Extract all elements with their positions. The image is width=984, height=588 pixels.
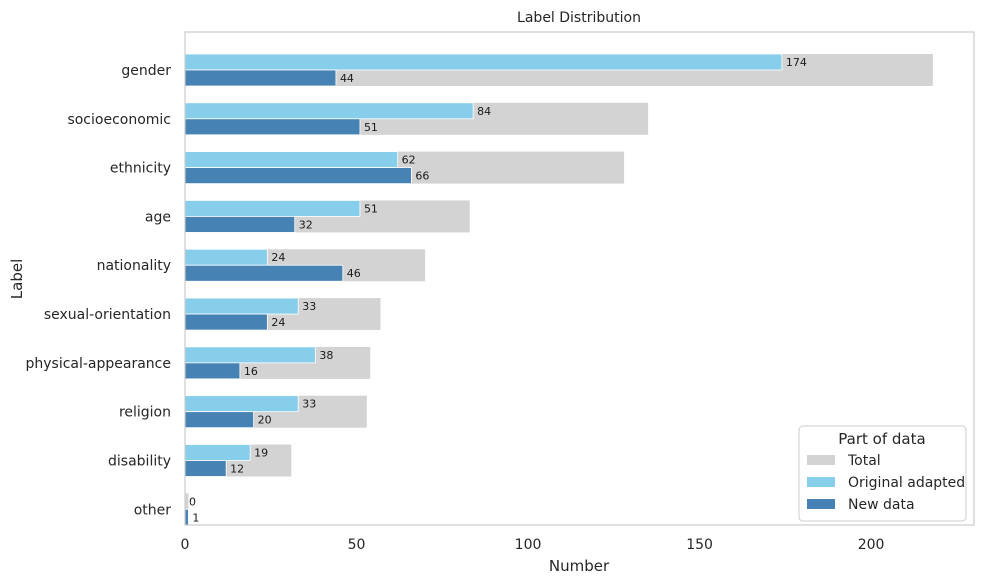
value-label-new-age: 32 xyxy=(299,218,313,231)
bar-original-disability xyxy=(184,444,251,461)
value-label-new-gender: 44 xyxy=(340,72,354,85)
chart-title: Label Distribution xyxy=(517,10,641,26)
x-tick-50: 50 xyxy=(348,537,366,553)
legend-label-total: Total xyxy=(847,453,881,469)
y-tick-gender: gender xyxy=(121,63,171,79)
value-label-original-age: 51 xyxy=(364,202,378,215)
value-label-original-sexual-orientation: 33 xyxy=(302,300,316,313)
bar-original-gender xyxy=(184,53,783,71)
plot-frame xyxy=(184,31,975,526)
y-tick-sexual-orientation: sexual-orientation xyxy=(44,307,171,323)
legend-swatch-new-data xyxy=(807,499,835,509)
bar-new-gender xyxy=(184,69,337,87)
value-label-original-physical-appearance: 38 xyxy=(319,349,333,362)
y-axis-label: Label xyxy=(8,259,26,299)
bars-layer: 174 44 84 51 62 66 51 32 24 46 33 24 38 16 33 20 19 12 0 1 xyxy=(184,53,933,526)
bar-new-physical-appearance xyxy=(184,362,241,380)
bar-new-socioeconomic xyxy=(184,118,361,136)
legend: Part of data Total Original adapted New da… xyxy=(798,425,967,522)
bar-original-nationality xyxy=(184,248,268,266)
bar-new-disability xyxy=(184,460,227,477)
legend-swatch-total xyxy=(807,455,835,465)
bar-original-socioeconomic xyxy=(184,102,474,120)
value-label-new-physical-appearance: 16 xyxy=(244,365,258,378)
bar-original-sexual-orientation xyxy=(184,297,299,315)
bar-new-ethnicity xyxy=(184,167,412,185)
bar-original-ethnicity xyxy=(184,151,399,169)
y-tick-labels: gender socioeconomic ethnicity age nationali… xyxy=(25,63,171,518)
legend-swatch-original-adapted xyxy=(807,477,835,487)
x-tick-100: 100 xyxy=(515,537,542,553)
bar-new-sexual-orientation xyxy=(184,313,268,331)
x-tick-labels: 0 50 100 150 200 xyxy=(181,537,885,553)
bar-new-nationality xyxy=(184,264,344,282)
legend-box xyxy=(798,425,967,522)
value-label-original-ethnicity: 62 xyxy=(402,154,416,167)
value-label-new-other: 1 xyxy=(192,511,199,524)
value-label-new-disability: 12 xyxy=(230,462,244,475)
value-label-new-ethnicity: 66 xyxy=(415,170,429,183)
y-tick-physical-appearance: physical-appearance xyxy=(25,356,171,372)
legend-label-new-data: New data xyxy=(848,497,915,513)
legend-label-original-adapted: Original adapted xyxy=(848,475,965,491)
value-label-original-disability: 19 xyxy=(254,446,268,459)
y-tick-nationality: nationality xyxy=(97,258,171,274)
y-tick-other: other xyxy=(134,502,172,518)
bar-original-age xyxy=(184,200,361,217)
y-tick-disability: disability xyxy=(108,453,171,469)
bar-new-religion xyxy=(184,411,255,429)
value-label-original-nationality: 24 xyxy=(271,251,285,264)
y-tick-religion: religion xyxy=(119,405,171,421)
bar-original-physical-appearance xyxy=(184,346,316,364)
value-label-new-sexual-orientation: 24 xyxy=(271,316,285,329)
value-label-new-socioeconomic: 51 xyxy=(364,121,378,134)
x-tick-200: 200 xyxy=(858,537,885,553)
value-label-original-religion: 33 xyxy=(302,398,316,411)
x-axis-label: Number xyxy=(549,557,610,575)
x-tick-0: 0 xyxy=(181,537,190,553)
bar-original-religion xyxy=(184,395,299,413)
bar-new-age xyxy=(184,216,296,233)
legend-title: Part of data xyxy=(838,430,925,448)
y-tick-age: age xyxy=(145,209,171,225)
value-label-new-nationality: 46 xyxy=(347,267,361,280)
value-label-new-religion: 20 xyxy=(258,414,272,427)
value-label-original-other: 0 xyxy=(189,495,196,508)
x-tick-150: 150 xyxy=(686,537,713,553)
y-tick-ethnicity: ethnicity xyxy=(110,161,171,177)
legend-items: Total Original adapted New data xyxy=(807,453,965,513)
y-tick-socioeconomic: socioeconomic xyxy=(67,112,171,128)
value-label-original-socioeconomic: 84 xyxy=(477,105,491,118)
value-label-original-gender: 174 xyxy=(786,56,807,69)
